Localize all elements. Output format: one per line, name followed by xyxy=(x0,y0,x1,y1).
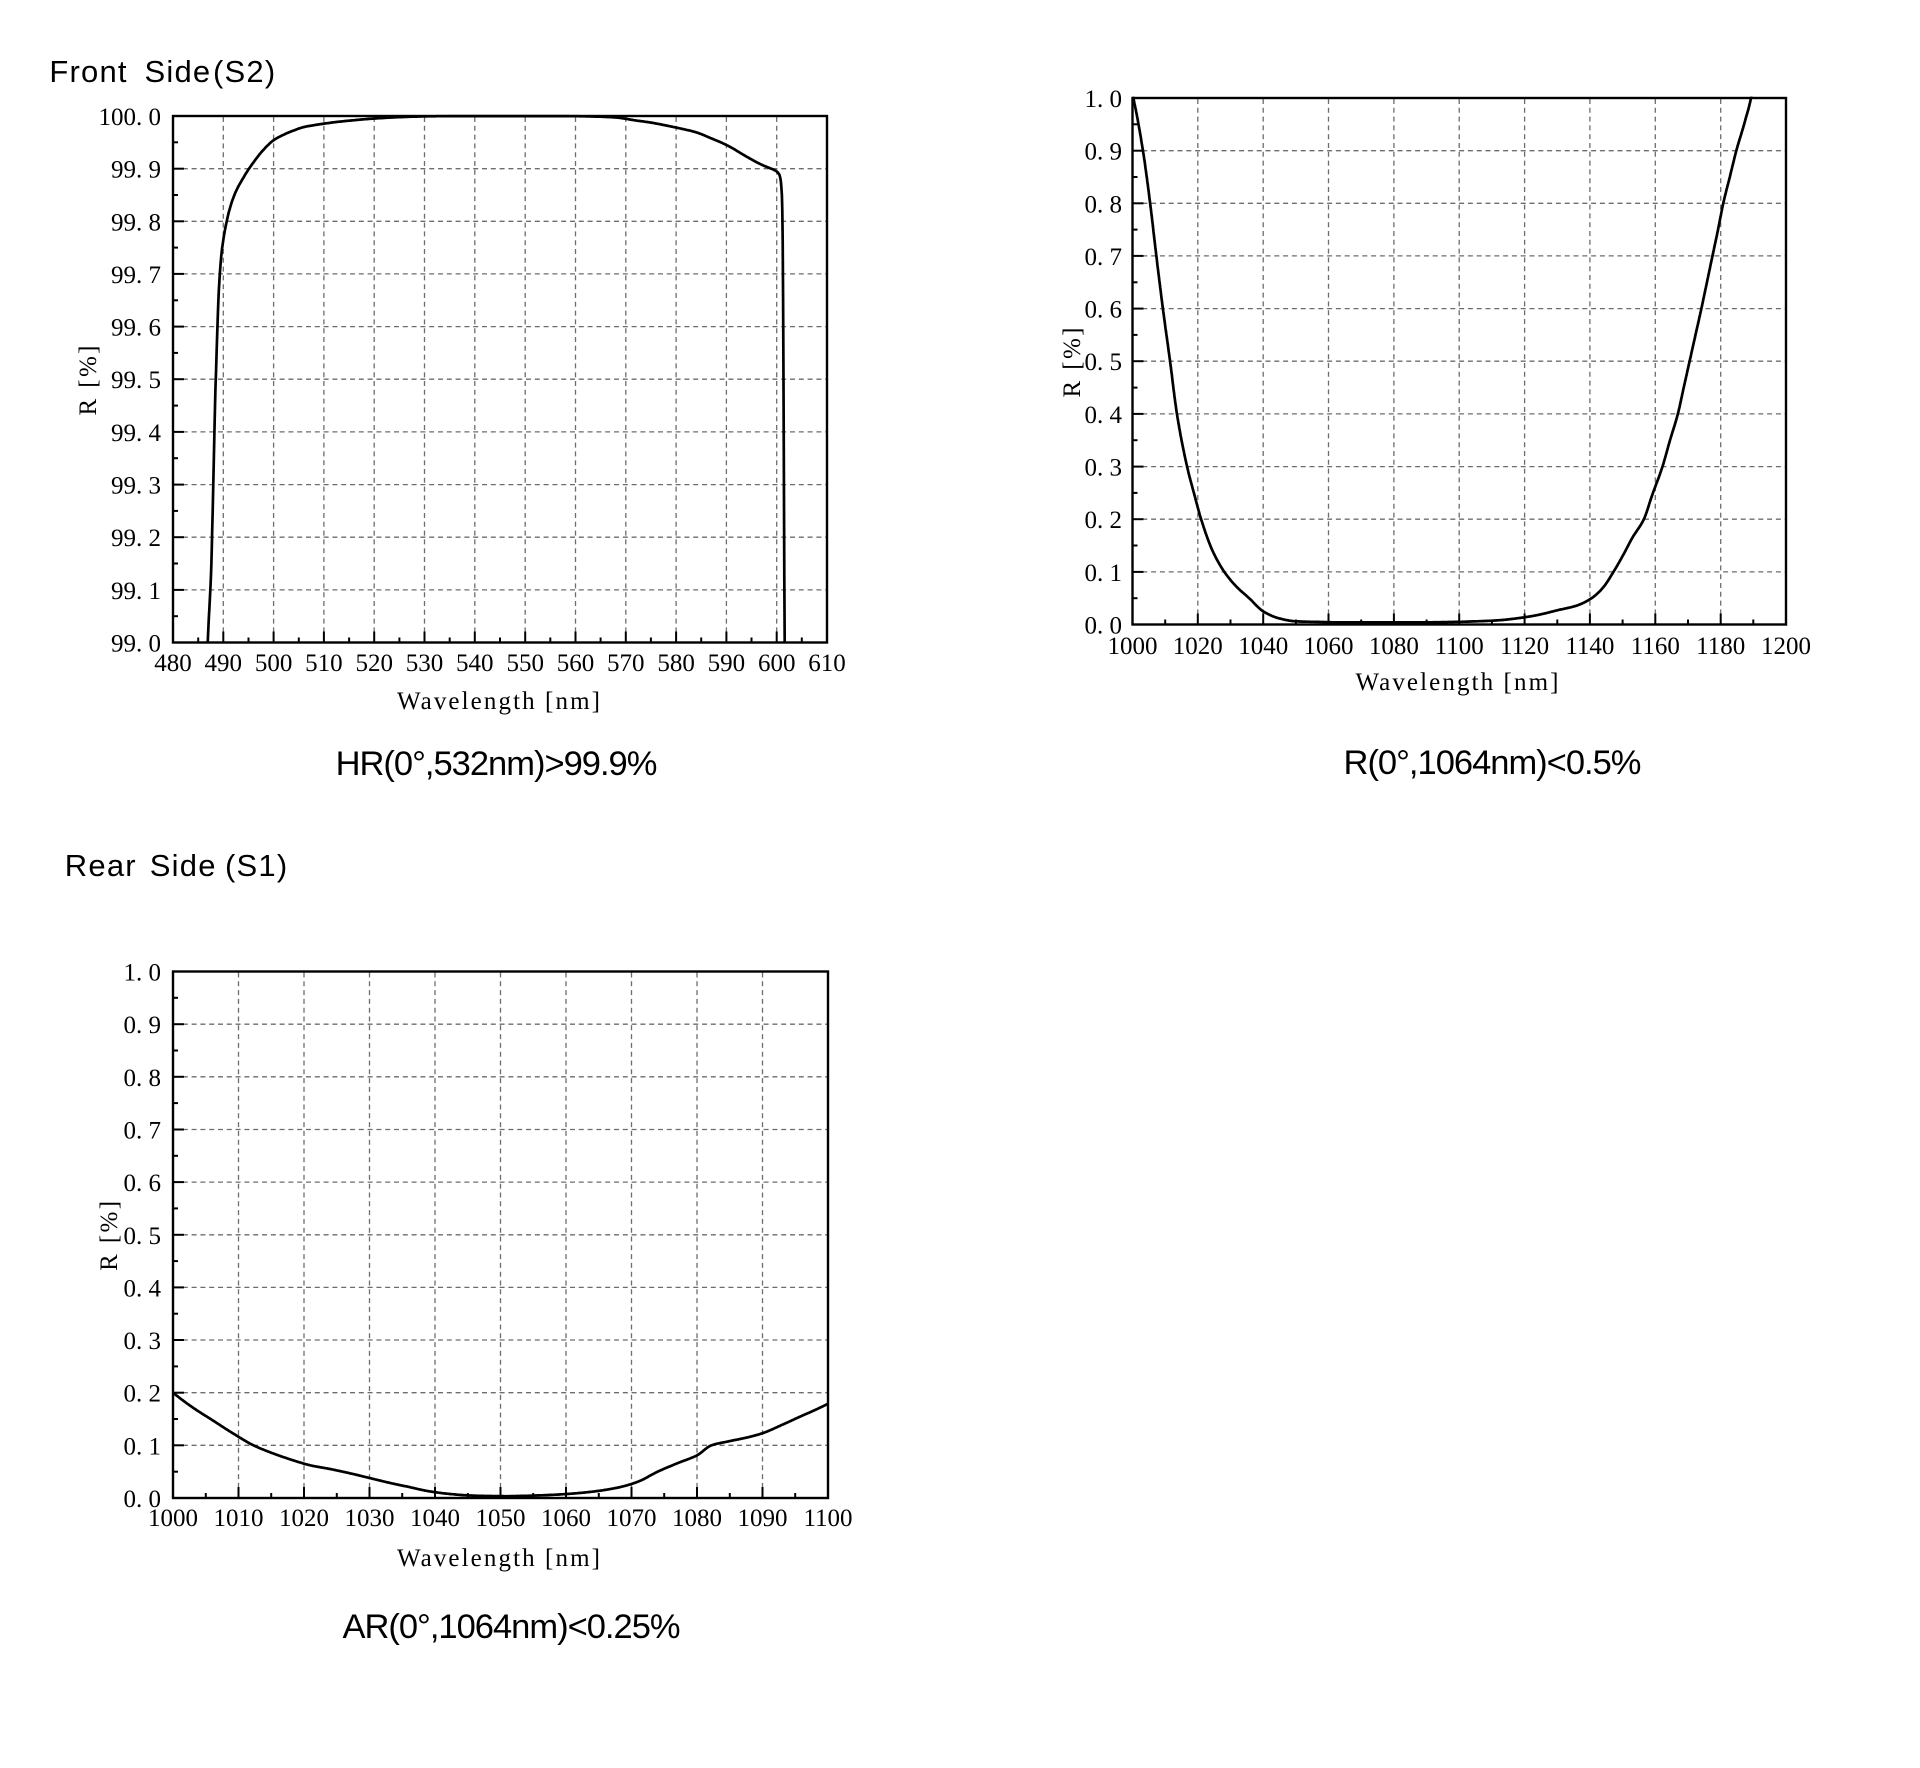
svg-text:1060: 1060 xyxy=(1304,633,1354,660)
svg-text:Side: Side xyxy=(150,848,217,883)
svg-text:Side: Side xyxy=(145,54,212,89)
svg-text:99. 1: 99. 1 xyxy=(111,578,161,605)
svg-text:Wavelength [nm]: Wavelength [nm] xyxy=(1355,669,1560,696)
svg-text:0. 2: 0. 2 xyxy=(1085,507,1123,534)
svg-text:Wavelength [nm]: Wavelength [nm] xyxy=(397,1545,602,1572)
svg-text:0. 6: 0. 6 xyxy=(1085,297,1123,324)
svg-text:1000: 1000 xyxy=(1108,633,1158,660)
svg-text:99. 2: 99. 2 xyxy=(111,525,161,552)
svg-text:0. 9: 0. 9 xyxy=(124,1012,162,1039)
svg-text:(S2): (S2) xyxy=(213,54,276,89)
svg-text:0. 0: 0. 0 xyxy=(1085,613,1123,640)
svg-text:99. 8: 99. 8 xyxy=(111,209,161,236)
svg-text:0. 5: 0. 5 xyxy=(124,1223,162,1250)
svg-text:500: 500 xyxy=(255,650,293,677)
svg-text:510: 510 xyxy=(305,650,343,677)
svg-text:99. 0: 99. 0 xyxy=(111,631,161,658)
svg-text:99. 6: 99. 6 xyxy=(111,315,161,342)
svg-text:1020: 1020 xyxy=(279,1505,329,1532)
svg-text:R [%]: R [%] xyxy=(1059,325,1086,397)
svg-text:1140: 1140 xyxy=(1565,633,1614,660)
svg-text:0. 8: 0. 8 xyxy=(1085,191,1123,218)
svg-text:1020: 1020 xyxy=(1173,633,1223,660)
svg-text:1070: 1070 xyxy=(607,1505,657,1532)
svg-text:1100: 1100 xyxy=(1435,633,1484,660)
svg-text:1040: 1040 xyxy=(410,1505,460,1532)
svg-text:550: 550 xyxy=(506,650,544,677)
svg-text:99. 5: 99. 5 xyxy=(111,367,161,394)
svg-text:0. 9: 0. 9 xyxy=(1085,139,1123,166)
svg-text:0. 2: 0. 2 xyxy=(124,1381,162,1408)
svg-text:0. 8: 0. 8 xyxy=(124,1065,162,1092)
svg-text:0. 6: 0. 6 xyxy=(124,1170,162,1197)
svg-text:0. 4: 0. 4 xyxy=(124,1275,162,1302)
svg-text:0. 1: 0. 1 xyxy=(1085,560,1123,587)
svg-text:1030: 1030 xyxy=(345,1505,395,1532)
svg-text:1080: 1080 xyxy=(1369,633,1419,660)
svg-text:580: 580 xyxy=(657,650,695,677)
svg-text:1120: 1120 xyxy=(1500,633,1549,660)
svg-text:99. 9: 99. 9 xyxy=(111,157,161,184)
svg-text:480: 480 xyxy=(154,650,192,677)
svg-text:610: 610 xyxy=(808,650,846,677)
svg-text:0. 3: 0. 3 xyxy=(1085,455,1123,482)
svg-text:560: 560 xyxy=(557,650,595,677)
svg-text:R [%]: R [%] xyxy=(96,1198,123,1270)
svg-text:1100: 1100 xyxy=(803,1505,852,1532)
svg-text:540: 540 xyxy=(456,650,494,677)
svg-text:0. 4: 0. 4 xyxy=(1085,402,1123,429)
svg-text:1200: 1200 xyxy=(1761,633,1811,660)
svg-text:Rear: Rear xyxy=(65,848,137,883)
svg-text:R [%]: R [%] xyxy=(75,343,102,415)
svg-text:HR(0°,532nm)>99.9%: HR(0°,532nm)>99.9% xyxy=(336,745,657,783)
svg-text:1050: 1050 xyxy=(476,1505,526,1532)
svg-text:1180: 1180 xyxy=(1696,633,1745,660)
svg-text:1160: 1160 xyxy=(1631,633,1680,660)
svg-text:Front: Front xyxy=(49,54,127,89)
svg-text:570: 570 xyxy=(607,650,645,677)
svg-text:0. 7: 0. 7 xyxy=(1085,244,1123,271)
svg-text:1080: 1080 xyxy=(672,1505,722,1532)
svg-text:520: 520 xyxy=(355,650,393,677)
svg-text:600: 600 xyxy=(758,650,796,677)
svg-text:AR(0°,1064nm)<0.25%: AR(0°,1064nm)<0.25% xyxy=(342,1608,679,1646)
svg-text:1010: 1010 xyxy=(214,1505,264,1532)
svg-text:0. 0: 0. 0 xyxy=(124,1486,162,1513)
svg-text:99. 3: 99. 3 xyxy=(111,473,161,500)
svg-text:R(0°,1064nm)<0.5%: R(0°,1064nm)<0.5% xyxy=(1344,744,1641,782)
svg-text:(S1): (S1) xyxy=(225,848,288,883)
svg-text:1. 0: 1. 0 xyxy=(1085,86,1123,113)
svg-text:0. 5: 0. 5 xyxy=(1085,349,1123,376)
svg-text:100. 0: 100. 0 xyxy=(99,104,162,131)
svg-text:590: 590 xyxy=(708,650,746,677)
svg-text:0. 3: 0. 3 xyxy=(124,1328,162,1355)
svg-text:490: 490 xyxy=(205,650,243,677)
svg-text:1000: 1000 xyxy=(148,1505,198,1532)
svg-text:1060: 1060 xyxy=(541,1505,591,1532)
svg-text:99. 7: 99. 7 xyxy=(111,262,161,289)
svg-text:1090: 1090 xyxy=(738,1505,788,1532)
svg-text:1040: 1040 xyxy=(1238,633,1288,660)
svg-text:99. 4: 99. 4 xyxy=(111,420,162,447)
svg-text:530: 530 xyxy=(406,650,444,677)
svg-text:0. 7: 0. 7 xyxy=(124,1118,162,1145)
svg-text:Wavelength [nm]: Wavelength [nm] xyxy=(397,688,602,715)
svg-text:0. 1: 0. 1 xyxy=(124,1433,162,1460)
svg-text:1. 0: 1. 0 xyxy=(124,960,162,987)
